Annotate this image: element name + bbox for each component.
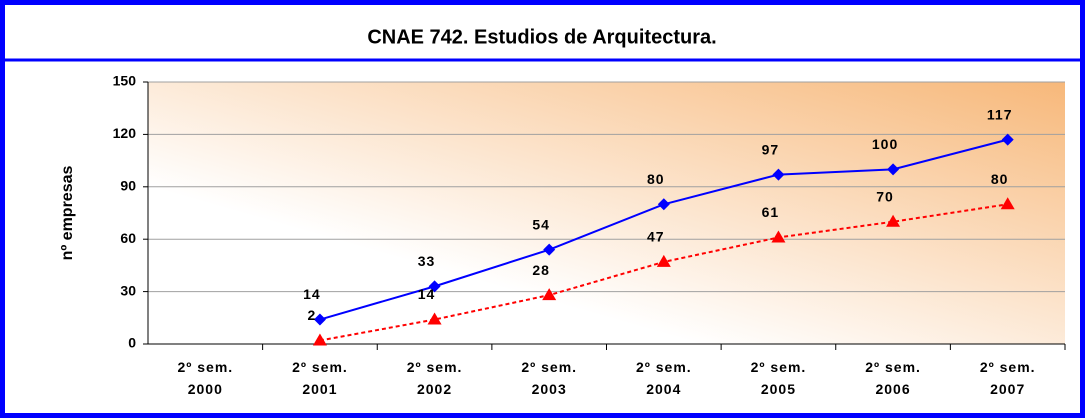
data-label: 54 <box>532 216 550 232</box>
marker <box>886 214 901 227</box>
y-tick-label: 0 <box>128 335 136 351</box>
marker <box>1000 197 1015 210</box>
data-label: 61 <box>762 204 780 220</box>
x-tick-label-line: 2º sem. <box>751 359 807 375</box>
chart-title: CNAE 742. Estudios de Arquitectura. <box>367 26 716 48</box>
y-tick-label: 150 <box>113 73 137 89</box>
marker <box>542 288 557 301</box>
data-label: 2 <box>308 307 317 323</box>
x-tick-label-line: 2000 <box>188 381 223 397</box>
x-tick-label: 2º sem. 2001 <box>292 359 348 397</box>
x-tick-label-line: 2007 <box>990 381 1025 397</box>
x-tick-label-line: 2001 <box>302 381 337 397</box>
marker <box>312 333 327 346</box>
marker <box>543 243 556 256</box>
plot-area <box>148 82 1065 344</box>
data-label: 14 <box>418 286 436 302</box>
marker <box>428 280 441 293</box>
y-tick-label: 30 <box>120 282 136 298</box>
marker <box>656 254 671 267</box>
marker <box>1001 133 1014 146</box>
x-tick-label-line: 2º sem. <box>636 359 692 375</box>
x-tick-label-line: 2º sem. <box>292 359 348 375</box>
x-tick-label: 2º sem. 2005 <box>751 359 807 397</box>
x-tick-label-line: 2006 <box>875 381 910 397</box>
x-tick-label-line: 2002 <box>417 381 452 397</box>
x-tick-label-line: 2º sem. <box>407 359 463 375</box>
data-label: 70 <box>876 188 894 204</box>
data-label: 80 <box>991 171 1009 187</box>
data-label: 117 <box>987 106 1013 122</box>
data-label: 47 <box>647 229 665 245</box>
x-tick-label: 2º sem. 2000 <box>177 359 233 397</box>
x-tick-label-line: 2º sem. <box>980 359 1036 375</box>
x-tick-label: 2º sem. 2004 <box>636 359 692 397</box>
data-label: 97 <box>762 141 780 157</box>
y-tick-label: 120 <box>113 125 137 141</box>
marker <box>657 198 670 211</box>
x-tick-label-line: 2005 <box>761 381 796 397</box>
x-tick-label: 2º sem. 2007 <box>980 359 1036 397</box>
marker <box>427 312 442 325</box>
y-tick-label: 60 <box>120 230 136 246</box>
x-tick-label-line: 2º sem. <box>177 359 233 375</box>
x-tick-label: 2º sem. 2002 <box>407 359 463 397</box>
marker <box>771 230 786 243</box>
x-tick-label-line: 2003 <box>532 381 567 397</box>
data-label: 28 <box>532 262 550 278</box>
marker <box>887 163 900 176</box>
x-tick-label-line: 2004 <box>646 381 681 397</box>
x-tick-label-line: 2º sem. <box>521 359 577 375</box>
marker <box>772 168 785 181</box>
x-tick-label-line: 2º sem. <box>865 359 921 375</box>
data-label: 14 <box>303 286 321 302</box>
marker <box>313 313 326 326</box>
data-label: 33 <box>418 253 436 269</box>
data-label: 100 <box>872 136 898 152</box>
x-tick-label: 2º sem. 2003 <box>521 359 577 397</box>
y-tick-label: 90 <box>120 178 136 194</box>
x-tick-label: 2º sem. 2006 <box>865 359 921 397</box>
y-axis-label: nº empresas <box>59 166 76 261</box>
data-label: 80 <box>647 171 665 187</box>
